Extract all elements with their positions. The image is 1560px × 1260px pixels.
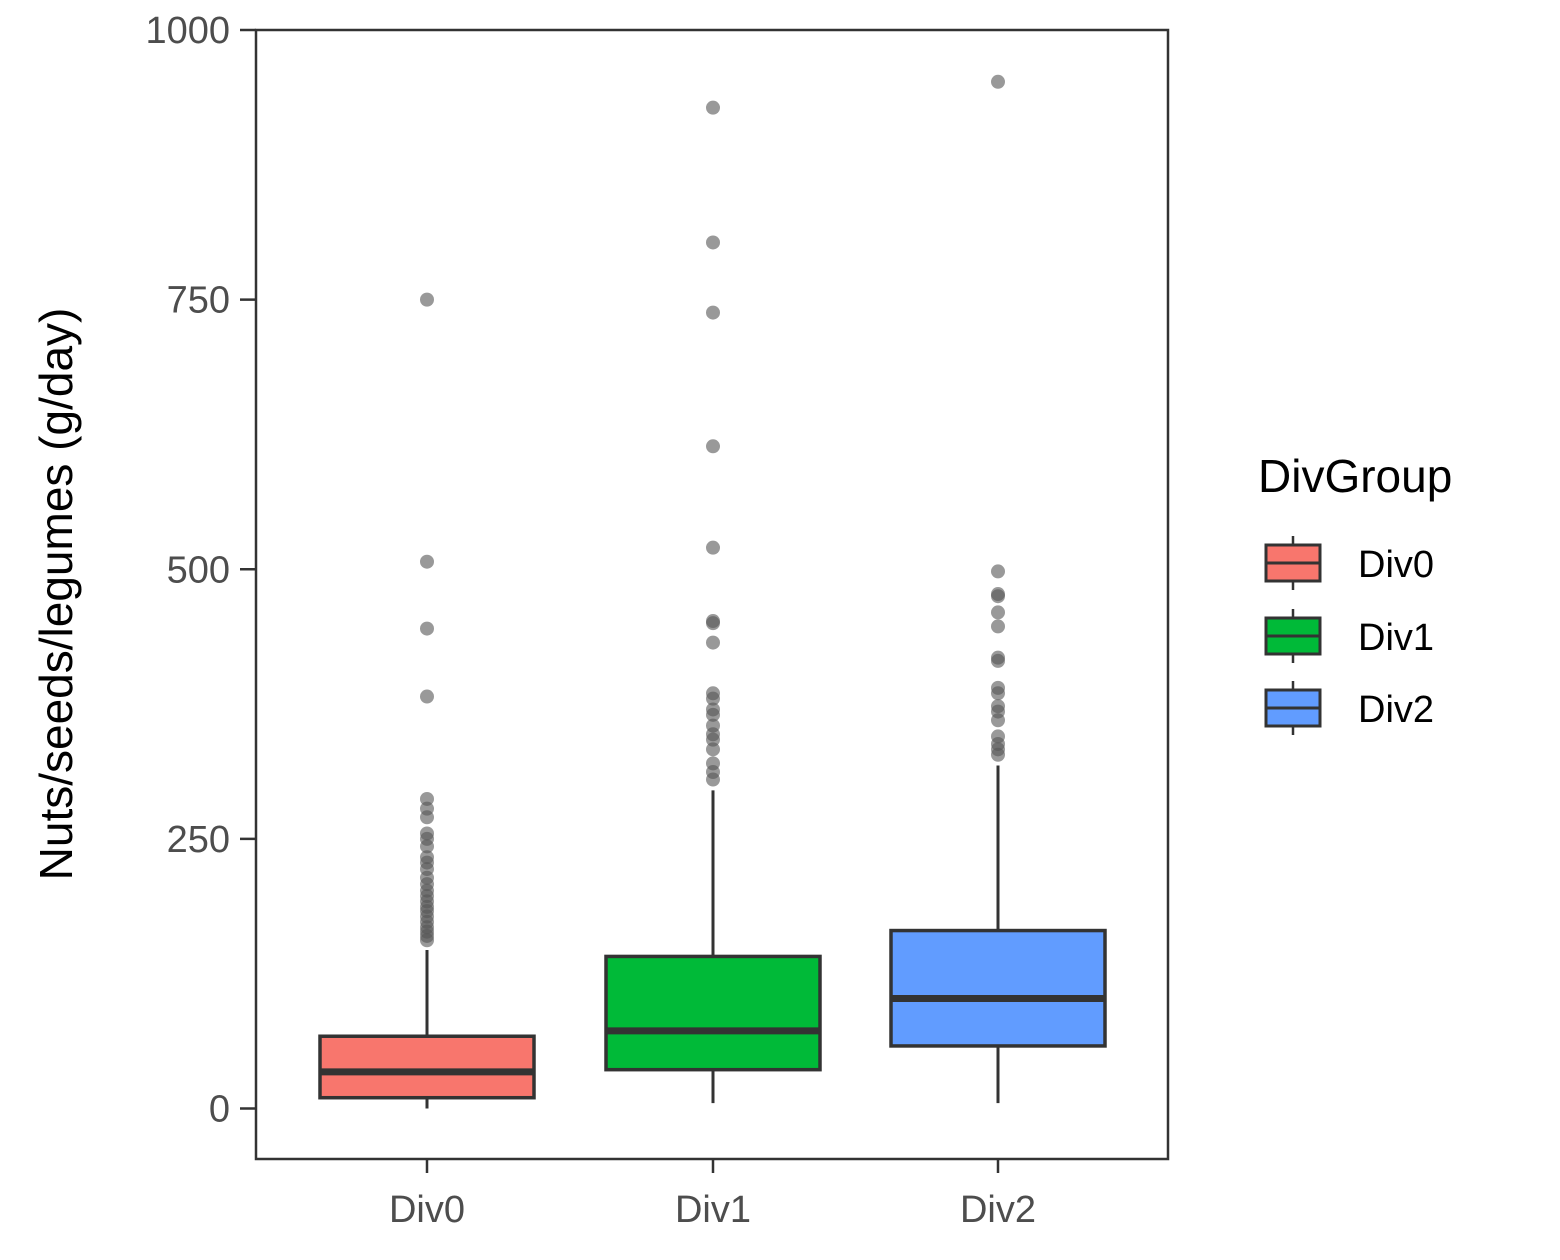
- outlier-point: [420, 292, 434, 307]
- outlier-point: [706, 635, 720, 650]
- y-tick-label: 1000: [145, 10, 230, 52]
- outlier-point: [991, 653, 1005, 668]
- iqr-box: [604, 954, 822, 1072]
- outlier-point: [706, 772, 720, 787]
- legend-title: DivGroup: [1258, 450, 1452, 502]
- x-tick-label: Div2: [960, 1189, 1036, 1231]
- outlier-point: [706, 100, 720, 115]
- outlier-point: [706, 439, 720, 454]
- y-tick-label: 250: [167, 819, 230, 861]
- x-tick-label: Div1: [675, 1189, 751, 1231]
- outlier-point: [420, 839, 434, 854]
- y-tick-label: 0: [209, 1089, 230, 1131]
- outlier-point: [420, 689, 434, 704]
- y-axis: 0 250 500 750 1000: [145, 10, 256, 1131]
- outlier-point: [991, 564, 1005, 579]
- outlier-point: [706, 540, 720, 555]
- outlier-point: [706, 691, 720, 706]
- outlier-point: [420, 933, 434, 948]
- outlier-point: [706, 616, 720, 631]
- legend-entry-div2: Div2: [1264, 681, 1434, 735]
- legend-entry-div0: Div0: [1264, 536, 1434, 590]
- outlier-point: [420, 810, 434, 825]
- box-group: [318, 74, 1107, 1109]
- legend: DivGroup Div0 Div1 Div2: [1258, 450, 1452, 735]
- outlier-point: [420, 791, 434, 806]
- legend-label: Div1: [1358, 617, 1434, 659]
- outlier-point: [991, 747, 1005, 762]
- x-axis: Div0 Div1 Div2: [389, 1159, 1036, 1231]
- outlier-point: [991, 686, 1005, 701]
- outlier-point: [991, 74, 1005, 89]
- outlier-point: [991, 589, 1005, 604]
- legend-label: Div0: [1358, 544, 1434, 586]
- box-div1: [604, 100, 822, 1104]
- legend-entry-div1: Div1: [1264, 609, 1434, 663]
- outlier-point: [420, 621, 434, 636]
- x-tick-label: Div0: [389, 1189, 465, 1231]
- outlier-point: [706, 707, 720, 722]
- outlier-point: [706, 742, 720, 757]
- y-tick-label: 750: [167, 280, 230, 322]
- outlier-point: [706, 732, 720, 747]
- outlier-point: [991, 619, 1005, 634]
- legend-label: Div2: [1358, 689, 1434, 731]
- box-div2: [889, 74, 1107, 1104]
- outlier-point: [991, 713, 1005, 728]
- outlier-point: [991, 605, 1005, 620]
- y-tick-label: 500: [167, 549, 230, 591]
- iqr-box: [889, 928, 1107, 1048]
- box-div0: [318, 292, 536, 1109]
- y-axis-title: Nuts/seeds/legumes (g/day): [30, 308, 82, 881]
- outlier-point: [706, 305, 720, 320]
- outlier-point: [420, 554, 434, 569]
- outlier-point: [706, 235, 720, 250]
- iqr-box: [318, 1034, 536, 1100]
